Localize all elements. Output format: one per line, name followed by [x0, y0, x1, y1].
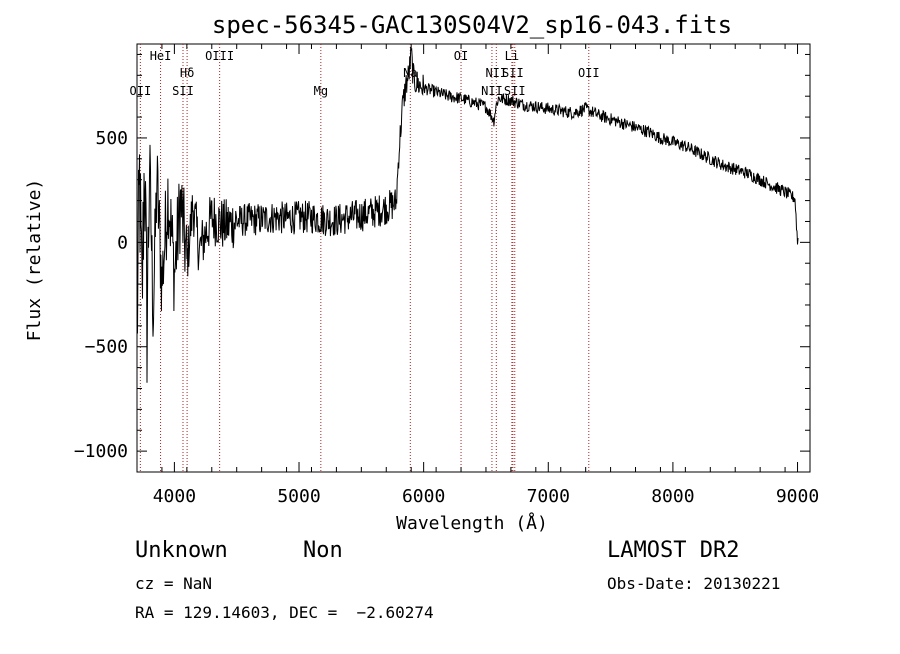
emission-line-label: OII — [130, 84, 152, 98]
observation-date: Obs-Date: 20130221 — [607, 574, 781, 593]
plot-frame — [136, 43, 811, 473]
coordinates: RA = 129.14603, DEC = −2.60274 — [135, 603, 434, 622]
y-tick-label: 0 — [117, 232, 128, 253]
x-tick-label: 8000 — [651, 486, 694, 507]
emission-line-label: SII — [504, 84, 526, 98]
series-layer — [136, 46, 799, 383]
object-class: Unknown — [135, 538, 228, 563]
object-subclass: Non — [303, 538, 343, 563]
x-tick-label: 5000 — [277, 486, 320, 507]
survey-name: LAMOST DR2 — [607, 538, 740, 563]
axis-ticks: 4000 5000 6000 7000 8000 9000 −1000 −500 0 500 — [74, 44, 819, 507]
emission-line-label: Mg — [314, 84, 328, 98]
emission-line-label: NII — [485, 66, 507, 80]
emission-line-label: OII — [578, 66, 600, 80]
emission-line-label: OIII — [205, 49, 234, 63]
x-tick-label: 4000 — [153, 486, 196, 507]
emission-line-label: SII — [172, 84, 194, 98]
y-tick-label: −1000 — [74, 441, 128, 462]
y-tick-label: 500 — [95, 128, 128, 149]
redshift-value: cz = NaN — [135, 574, 213, 593]
emission-line-label: Hδ — [180, 66, 194, 80]
x-tick-label: 6000 — [402, 486, 445, 507]
chart-title: spec-56345-GAC130S04V2_sp16-043.fits — [212, 11, 732, 39]
emission-line-label: HeI — [150, 49, 172, 63]
emission-line-label: Li — [505, 49, 519, 63]
emission-line-label: SII — [502, 66, 524, 80]
y-tick-label: −500 — [85, 337, 128, 358]
emission-line-label: NII — [481, 84, 503, 98]
spectrum-series-line — [136, 46, 799, 383]
x-tick-label: 9000 — [776, 486, 819, 507]
emission-line-label: OI — [454, 49, 468, 63]
x-axis-label: Wavelength (Å) — [396, 512, 548, 534]
x-tick-label: 7000 — [527, 486, 570, 507]
y-axis-label: Flux (relative) — [24, 179, 45, 342]
